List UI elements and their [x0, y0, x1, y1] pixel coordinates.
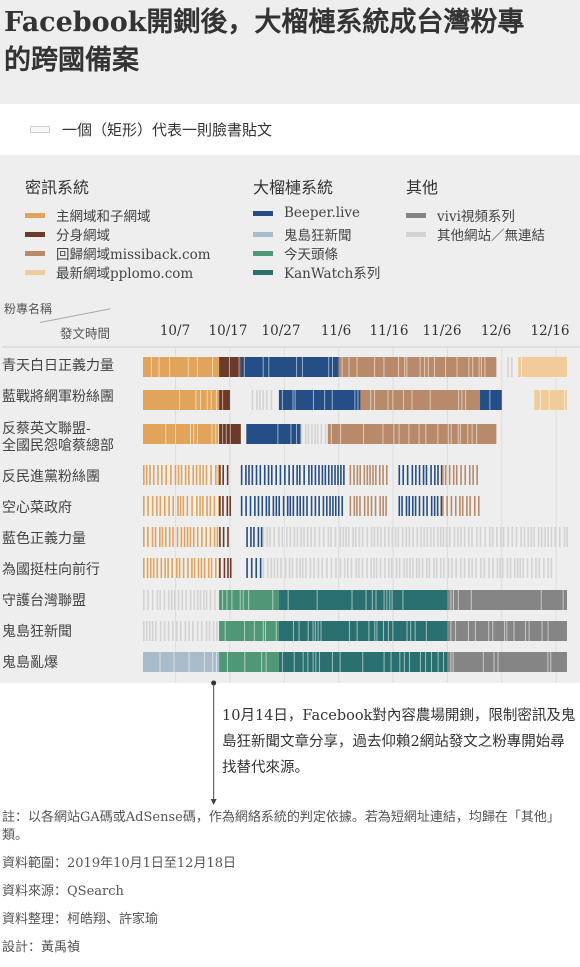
legend-swatch — [253, 269, 273, 275]
legend-label: vivi視頻系列 — [437, 209, 515, 225]
legend-item: vivi視頻系列 — [406, 205, 515, 225]
row-label: 空心菜政府 — [2, 500, 72, 516]
row-label: 青天白日正義力量 — [2, 358, 114, 374]
title-line-2: 的跨國備案 — [4, 45, 139, 76]
annotation-text: 10月14日，Facebook對內容農場開鍘，限制密訊及鬼島狂新聞文章分享，過去… — [222, 708, 576, 776]
column-axis-title: 發文時間 — [60, 326, 111, 341]
title-line-1: Facebook開鍘後，大榴槤系統成台灣粉專 — [4, 7, 525, 38]
row-label: 反民進黨粉絲團 — [2, 469, 100, 485]
legend-item: Beeper.live — [253, 205, 360, 221]
legend-label: 回歸網域missiback.com — [56, 247, 211, 263]
legend-item: 分身網域 — [25, 224, 110, 244]
note-line: 資料整理：柯皓翔、許家瑜 — [2, 912, 159, 927]
legend-label: 鬼島狂新聞 — [284, 228, 352, 244]
row-label: 反蔡英文聯盟- 全國民怨嗆蔡總部 — [2, 421, 114, 454]
legend-item: KanWatch系列 — [253, 262, 380, 282]
legend-label: KanWatch系列 — [284, 266, 381, 282]
row-label: 為國挺柱向前行 — [2, 562, 100, 578]
legend-label: Beeper.live — [284, 205, 361, 221]
note-line: 設計：黃禹禎 — [2, 940, 81, 955]
legend-swatch — [253, 210, 273, 216]
legend-group-title: 其他 — [406, 178, 439, 197]
legend-item: 其他網站／無連結 — [406, 224, 545, 244]
legend-label: 主網域和子網域 — [56, 209, 151, 225]
legend-label: 最新網域pplomo.com — [56, 266, 194, 282]
page-title: Facebook開鍘後，大榴槤系統成台灣粉專 的跨國備案 — [0, 0, 580, 104]
legend-swatch — [406, 212, 426, 218]
note-line: 註：以各網站GA碼或AdSense碼，作為網絡系統的判定依據。若為短網址連結，均… — [2, 810, 560, 843]
x-tick-label: 10/27 — [261, 323, 301, 339]
legend-swatch — [253, 231, 273, 237]
footnotes: 註：以各網站GA碼或AdSense碼，作為網絡系統的判定依據。若為短網址連結，均… — [2, 809, 574, 967]
rectangle-key-icon — [30, 126, 50, 133]
row-label: 守護台灣聯盟 — [2, 593, 86, 609]
legend-label: 今天頭條 — [284, 247, 338, 263]
legend-item: 回歸網域missiback.com — [25, 243, 211, 263]
x-tick-label: 10/7 — [159, 323, 191, 339]
legend-swatch — [406, 231, 426, 237]
legend-label: 分身網域 — [56, 228, 110, 244]
legend-label: 其他網站／無連結 — [437, 228, 545, 244]
x-tick-label: 11/6 — [320, 323, 352, 339]
legend-swatch — [25, 269, 45, 275]
legend-swatch — [25, 212, 45, 218]
annotation-arrow-icon — [210, 799, 217, 805]
row-label: 鬼島亂爆 — [2, 655, 58, 671]
x-tick-label: 11/26 — [422, 323, 462, 339]
x-tick-label: 10/17 — [208, 323, 248, 339]
row-label: 鬼島狂新聞 — [2, 624, 72, 640]
x-tick-label: 12/6 — [480, 323, 512, 339]
row-axis-title: 粉專名稱 — [4, 302, 53, 316]
legend-swatch — [25, 231, 45, 237]
x-tick-label: 11/16 — [369, 323, 409, 339]
x-tick-label: 12/16 — [530, 323, 570, 339]
note-line: 資料來源：QSearch — [2, 884, 124, 899]
legend-item: 今天頭條 — [253, 243, 338, 263]
key-note-text: 一個（矩形）代表一則臉書貼文 — [62, 121, 273, 139]
legend-item: 最新網域pplomo.com — [25, 262, 193, 282]
legend-swatch — [253, 250, 273, 256]
legend-item: 主網域和子網域 — [25, 205, 151, 225]
legend-swatch — [25, 250, 45, 256]
row-label: 藍色正義力量 — [2, 531, 86, 547]
note-line: 資料範圍：2019年10月1日至12月18日 — [2, 856, 236, 871]
key-note: 一個（矩形）代表一則臉書貼文 — [0, 104, 580, 155]
legend-item: 鬼島狂新聞 — [253, 224, 352, 244]
legend-group-title: 密訊系統 — [25, 178, 90, 197]
legend-group-title: 大榴槤系統 — [253, 178, 334, 197]
row-label: 藍戰將網軍粉絲團 — [2, 389, 114, 405]
